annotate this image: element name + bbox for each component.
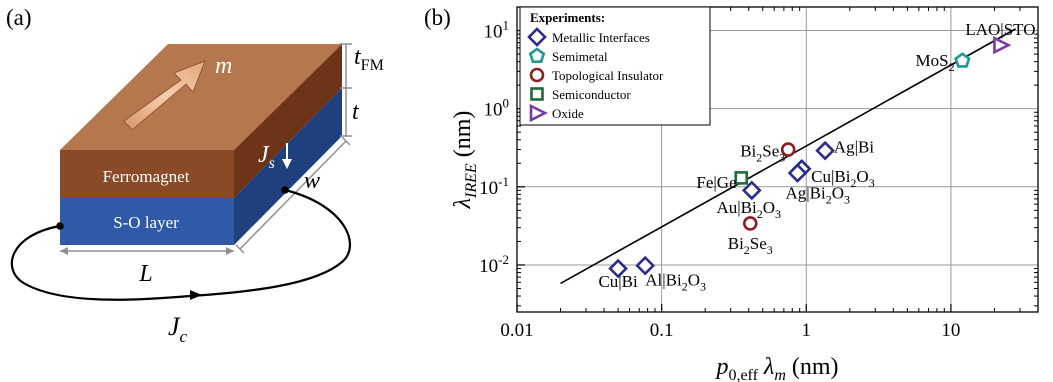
data-point [608,258,628,279]
ferromagnet-front-face [60,150,234,198]
data-point [734,171,749,185]
t-label: t [352,99,360,125]
legend-title: Experiments: [530,10,605,25]
data-point [954,52,971,68]
legend-entry-label: Semimetal [552,49,608,64]
x-axis-label: p0,eff λm (nm) [714,354,838,382]
spin-current-arrow [282,143,292,169]
width-marker [235,136,351,254]
legend-box [519,6,711,126]
y-axis-label: λIREE (nm) [450,111,480,210]
magnetization-arrow [123,60,206,131]
legend-marker [529,67,545,83]
legend-entry-label: Metallic Interfaces [552,30,650,45]
so-layer-label: S-O layer [113,213,179,232]
data-point-label: Bi2Se3 [728,234,773,257]
data-point-label: Cu|Bi [598,272,638,291]
legend-marker [530,87,544,101]
thickness-markers [340,43,352,137]
legend-entry-label: Semiconductor [552,87,631,102]
legend-entry-label: Oxide [552,106,584,121]
x-tick-label: 0.01 [500,320,533,341]
data-point-label: Al|Bi2O3 [645,271,706,294]
legend-marker [529,103,548,123]
data-point-label: Cu|Bi2O3 [811,167,875,190]
l-label: L [138,261,152,287]
data-point-label: Ag|Bi2O3 [785,184,850,207]
chart: 0.01 0.1 1 10 10-2 10-1 100 101 p0,eff λm (nm) λI… [450,6,1039,382]
y-tick-label: 10-1 [479,174,509,199]
ferromagnet-side-face [234,44,342,198]
y-tick-label: 101 [484,18,510,43]
data-point [635,255,656,276]
jc-label: Jc [168,312,188,346]
legend-marker [527,27,547,47]
data-point [741,180,762,201]
data-point-label: Au|Bi2O3 [716,198,781,221]
data-point-label: Fe|Ge [696,173,736,192]
y-tick-label: 10-2 [479,252,509,277]
js-label: Js [258,142,275,172]
length-marker [60,247,234,255]
ferromagnet-label: Ferromagnet [103,167,190,186]
panel-a-label: (a) [6,5,32,30]
data-point-label: Ag|Bi [834,137,875,156]
data-point [993,36,1012,55]
so-layer-front-face [60,198,234,245]
x-tick-label: 1 [802,320,812,341]
data-point [742,216,758,231]
data-point [780,142,796,157]
data-point-label: MoS2 [916,51,955,74]
data-point [815,140,835,161]
m-label: m [215,53,232,79]
x-tick-label: 0.1 [650,320,674,341]
data-point-label: LAO|STO [965,20,1035,39]
charge-current-loop [10,186,352,301]
panel-a: (a) m Ferromagnet S-O layer tFM t [6,5,384,346]
legend-entry-label: Topological Insulator [552,68,664,83]
w-label: w [304,168,320,194]
y-tick-label: 100 [484,96,510,121]
legend: Experiments: Metallic Interfaces Semimetal… [519,6,711,126]
data-point [787,163,808,183]
legend-marker [528,47,546,64]
plot-frame [516,6,1039,313]
t-fm-label: tFM [354,44,384,74]
panel-b: (b) 0.01 0.1 1 10 10-2 10-1 100 101 p0,eff λm (n… [424,5,1039,382]
x-tick-label: 10 [941,320,960,341]
panel-b-label: (b) [424,5,451,30]
data-point-label: Bi2Se3 [740,142,785,165]
